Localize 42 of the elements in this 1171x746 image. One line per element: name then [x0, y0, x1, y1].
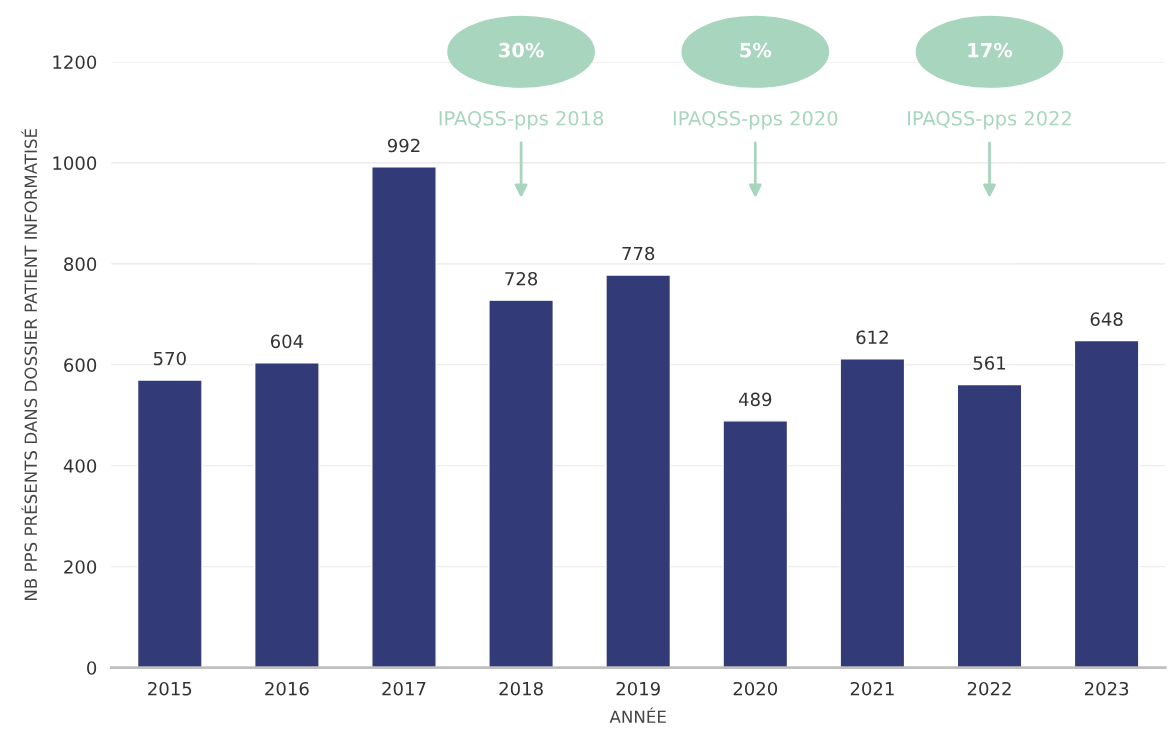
x-axis-title: ANNÉE	[609, 707, 666, 723]
y-tick-label: 600	[64, 358, 97, 372]
text: 30%	[499, 42, 544, 58]
x-tick-label: 2015	[148, 681, 192, 696]
bar	[1073, 339, 1140, 668]
text: 17%	[968, 42, 1013, 58]
y-tick-label: 1000	[53, 156, 97, 170]
bar	[839, 358, 906, 668]
bar	[488, 299, 554, 668]
data-label: 604	[270, 334, 304, 349]
y-tick-label: 200	[64, 560, 97, 574]
bar	[136, 379, 203, 668]
y-tick-label: 1200	[53, 55, 97, 70]
x-tick-label: 2016	[265, 681, 309, 696]
y-axis-title: NB PPS PRÉSENTS DANS DOSSIER PATIENT INFORMATISÉ	[21, 129, 38, 601]
data-label: 570	[153, 351, 186, 366]
x-tick-label: 2019	[616, 681, 660, 696]
y-tick-label: 400	[63, 459, 97, 473]
annotation: IPAQSS-pps 2018	[439, 110, 604, 130]
x-tick-label: 2022	[967, 681, 1011, 696]
bar	[722, 420, 789, 668]
annotation: IPAQSS-pps 2020	[673, 110, 838, 130]
data-label: 648	[1090, 312, 1123, 326]
x-tick-label: 2017	[382, 681, 426, 696]
y-tick-label: 0	[87, 661, 97, 675]
data-label: 489	[738, 392, 772, 407]
y-tick-label: 800	[64, 257, 97, 271]
data-label: 778	[622, 246, 655, 261]
data-label: 561	[973, 356, 1006, 370]
bar	[371, 166, 437, 668]
bar	[956, 383, 1023, 668]
x-tick-label: 2023	[1084, 681, 1129, 696]
text: 5%	[740, 42, 772, 58]
bar	[253, 362, 320, 668]
annotation: IPAQSS-pps 2022	[908, 110, 1071, 130]
data-label: 728	[505, 271, 538, 286]
data-label: 992	[387, 138, 420, 153]
data-label: 612	[856, 330, 888, 345]
x-tick-label: 2018	[499, 681, 543, 696]
bar	[605, 274, 672, 668]
x-tick-label: 2020	[733, 681, 778, 696]
x-tick-label: 2021	[850, 681, 894, 696]
